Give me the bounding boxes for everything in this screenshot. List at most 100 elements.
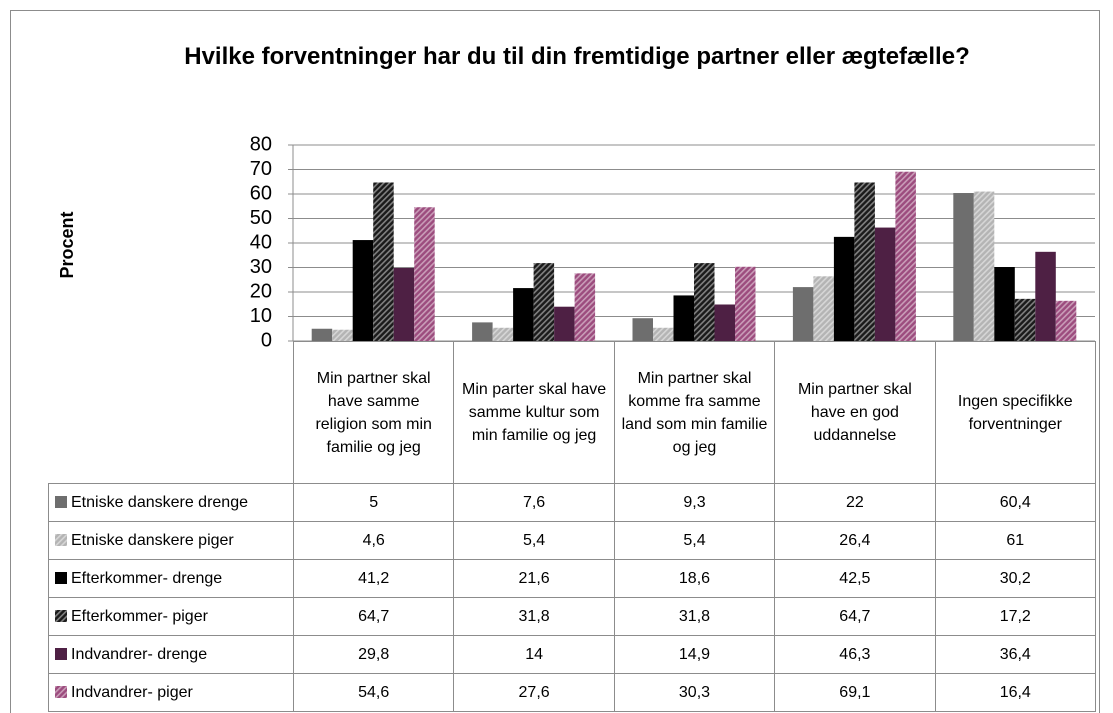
bar	[533, 263, 555, 341]
y-tick-label: 0	[261, 329, 272, 351]
category-label: Min partner skal komme fra samme land so…	[613, 341, 776, 484]
data-row: Efterkommer- drenge 41,2 21,6 18,6 42,5 30,2	[48, 559, 1096, 598]
bar	[792, 287, 814, 341]
category-label: Min partner skal have en god uddannelse	[774, 341, 936, 484]
bar	[714, 304, 735, 341]
bar	[653, 327, 674, 341]
legend-cell: Efterkommer- piger	[48, 597, 294, 636]
bar	[953, 193, 974, 341]
legend-key	[55, 495, 67, 508]
bar	[311, 328, 333, 341]
legend-cell: Efterkommer- drenge	[48, 559, 294, 598]
value-label: 4,6	[292, 521, 455, 560]
bar	[332, 329, 353, 341]
category-label: Min partner skal have samme religion som…	[292, 341, 455, 484]
value-label: 54,6	[292, 673, 455, 712]
y-tick-label: 10	[250, 305, 272, 327]
value-label: 46,3	[774, 635, 936, 674]
legend-key	[55, 609, 67, 622]
bar	[554, 306, 575, 341]
data-row: Etniske danskere piger 4,6 5,4 5,4 26,4 61	[48, 521, 1096, 560]
bar	[414, 207, 435, 341]
legend-key-icon	[55, 609, 67, 622]
value-label: 30,3	[613, 673, 776, 712]
value-label: 60,4	[934, 483, 1096, 522]
value-label: 5,4	[613, 521, 776, 560]
legend-label: Indvandrer- piger	[71, 683, 193, 701]
legend-label: Efterkommer- piger	[71, 607, 208, 625]
bar	[973, 191, 995, 341]
value-label: 42,5	[774, 559, 936, 598]
bar	[492, 327, 514, 341]
legend-key-icon	[55, 647, 67, 660]
bar	[472, 322, 493, 341]
bar	[373, 182, 394, 341]
data-table: Min partner skal have samme religion som…	[48, 341, 1096, 712]
value-label: 36,4	[934, 635, 1096, 674]
legend-cell: Indvandrer- piger	[48, 673, 294, 712]
legend-cell: Etniske danskere piger	[48, 521, 294, 560]
value-label: 17,2	[934, 597, 1096, 636]
value-label: 27,6	[453, 673, 615, 712]
bar	[854, 182, 875, 341]
bar	[1035, 251, 1056, 341]
value-label: 14	[453, 635, 615, 674]
legend-key-icon	[55, 495, 67, 508]
category-label: Min parter skal have samme kultur som mi…	[453, 341, 615, 484]
legend-key	[55, 685, 67, 698]
header-row: Min partner skal have samme religion som…	[48, 341, 1096, 484]
value-label: 29,8	[292, 635, 455, 674]
bar	[673, 295, 694, 341]
value-label: 26,4	[774, 521, 936, 560]
value-label: 64,7	[774, 597, 936, 636]
y-tick-label: 80	[250, 133, 272, 155]
bar	[833, 236, 855, 341]
legend-key	[55, 647, 67, 660]
data-row: Indvandrer- piger 54,6 27,6 30,3 69,1 16,4	[48, 673, 1096, 712]
value-label: 31,8	[453, 597, 615, 636]
y-tick-label: 40	[250, 231, 272, 253]
value-label: 14,9	[613, 635, 776, 674]
y-tick-label: 50	[250, 207, 272, 229]
legend-key	[55, 533, 67, 546]
legend-label: Efterkommer- drenge	[71, 569, 223, 587]
value-label: 69,1	[774, 673, 936, 712]
value-label: 7,6	[453, 483, 615, 522]
bar	[1055, 300, 1077, 341]
value-label: 5,4	[453, 521, 615, 560]
bar	[632, 318, 653, 341]
legend-label: Indvandrer- drenge	[71, 645, 208, 663]
bar	[1014, 298, 1036, 341]
data-row: Etniske danskere drenge 5 7,6 9,3 22 60,4	[48, 483, 1096, 522]
legend-cell: Indvandrer- drenge	[48, 635, 294, 674]
bar	[513, 288, 534, 341]
value-label: 41,2	[292, 559, 455, 598]
legend-key-icon	[55, 685, 67, 698]
bar	[694, 263, 715, 341]
bar	[874, 227, 896, 341]
bar	[895, 171, 916, 341]
y-axis-label: Procent	[57, 211, 77, 278]
category-label: Ingen specifikke forventninger	[934, 341, 1096, 484]
legend-key-icon	[55, 533, 67, 546]
value-label: 31,8	[613, 597, 776, 636]
legend-key	[55, 571, 67, 584]
y-tick-label: 60	[250, 182, 272, 204]
bar	[994, 267, 1015, 341]
y-tick-label: 30	[250, 256, 272, 278]
chart-title: Hvilke forventninger har du til din frem…	[184, 43, 970, 70]
y-tick-label: 70	[250, 158, 272, 180]
bar	[735, 266, 756, 341]
legend-label: Etniske danskere drenge	[71, 493, 248, 511]
value-label: 30,2	[934, 559, 1096, 598]
data-row: Efterkommer- piger 64,7 31,8 31,8 64,7 17,2	[48, 597, 1096, 636]
value-label: 5	[292, 483, 455, 522]
value-label: 61	[934, 521, 1096, 560]
value-label: 22	[774, 483, 936, 522]
bar	[574, 273, 596, 341]
value-label: 18,6	[613, 559, 776, 598]
data-row: Indvandrer- drenge 29,8 14 14,9 46,3 36,4	[48, 635, 1096, 674]
chart-frame	[10, 10, 1100, 713]
